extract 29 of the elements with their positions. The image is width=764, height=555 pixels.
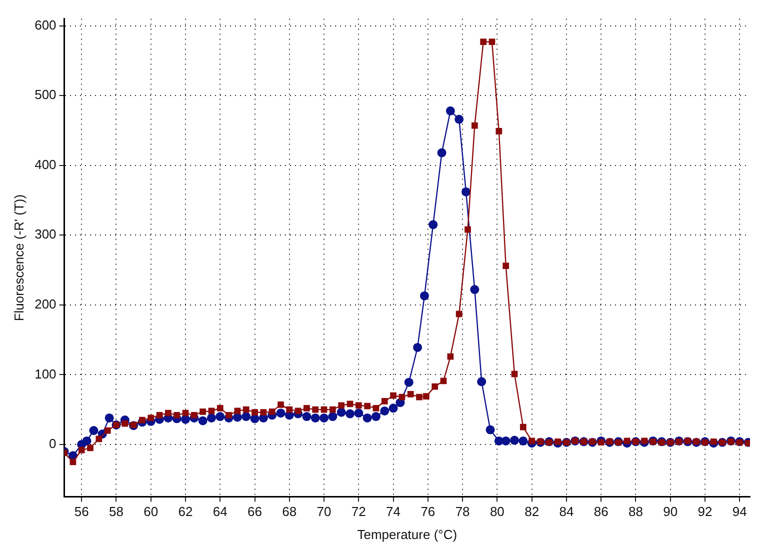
y-tick-label: 300 bbox=[34, 226, 56, 242]
x-tick-label: 88 bbox=[628, 504, 643, 520]
x-tick-label: 62 bbox=[178, 504, 193, 520]
x-tick-label: 74 bbox=[386, 504, 401, 520]
x-tick-label: 56 bbox=[74, 504, 89, 520]
x-tick-label: 76 bbox=[420, 504, 436, 520]
x-tick-label: 94 bbox=[732, 504, 747, 520]
x-tick-label: 58 bbox=[109, 504, 124, 520]
y-tick-label: 0 bbox=[49, 436, 56, 452]
x-tick-label: 60 bbox=[144, 504, 158, 520]
x-tick-label: 64 bbox=[212, 504, 228, 520]
y-tick-label: 100 bbox=[34, 366, 56, 382]
x-tick-label: 92 bbox=[698, 504, 712, 520]
y-tick-label: 400 bbox=[34, 156, 56, 172]
y-tick-label: 500 bbox=[34, 87, 56, 102]
x-tick-label: 82 bbox=[524, 504, 540, 520]
x-tick-label: 66 bbox=[248, 504, 262, 520]
x-tick-label: 80 bbox=[490, 504, 504, 520]
x-tick-label: 70 bbox=[316, 504, 332, 520]
y-axis-title: Fluorescence (-R' (T)) bbox=[11, 194, 26, 322]
y-tick-label: 600 bbox=[34, 17, 56, 32]
x-tick-label: 68 bbox=[282, 504, 297, 520]
x-tick-label: 86 bbox=[594, 504, 608, 520]
y-tick-label: 200 bbox=[34, 296, 56, 312]
x-tick-label: 84 bbox=[559, 504, 574, 520]
x-tick-label: 78 bbox=[455, 504, 470, 520]
x-tick-label: 90 bbox=[663, 504, 678, 520]
x-axis-title: Temperature (°C) bbox=[357, 526, 458, 542]
x-tick-label: 72 bbox=[351, 504, 366, 520]
